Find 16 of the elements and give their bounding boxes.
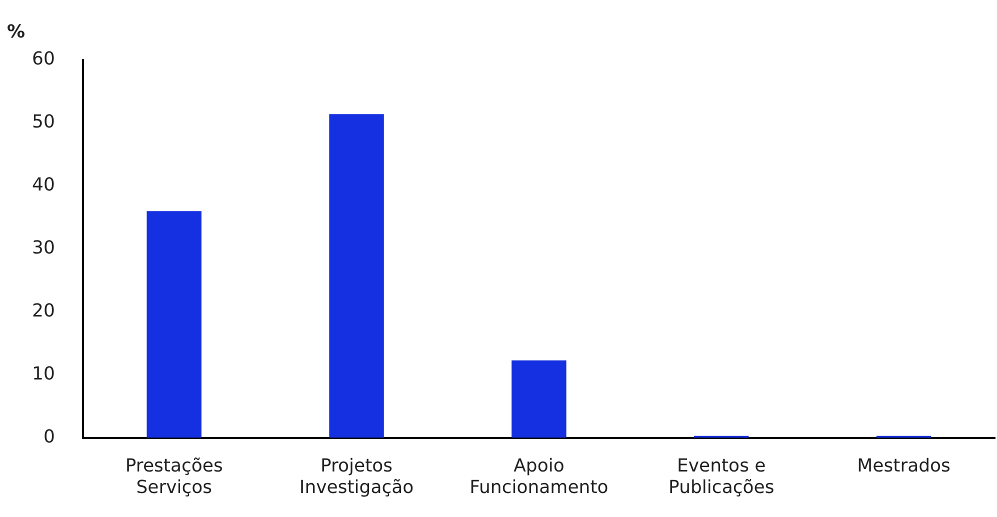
bar [512,360,566,438]
y-axis-title: % [6,22,26,43]
y-tick-label: 50 [32,112,55,133]
x-tick-label: Projetos Investigação [299,455,414,498]
y-tick-label: 30 [32,238,55,259]
y-tick-label: 10 [32,364,55,385]
y-tick-label: 0 [43,426,55,448]
y-tick-label: 40 [32,174,55,196]
y-tick-label: 20 [32,300,55,322]
x-tick-label: Apoio Funcionamento [470,455,608,498]
bar [329,114,384,438]
y-tick-label: 60 [32,48,55,70]
x-tick-label: Mestrados [857,455,950,476]
x-tick-label: Eventos e Publicações [668,455,774,498]
x-tick-label: Prestações Serviços [125,455,223,498]
bar [146,211,202,438]
